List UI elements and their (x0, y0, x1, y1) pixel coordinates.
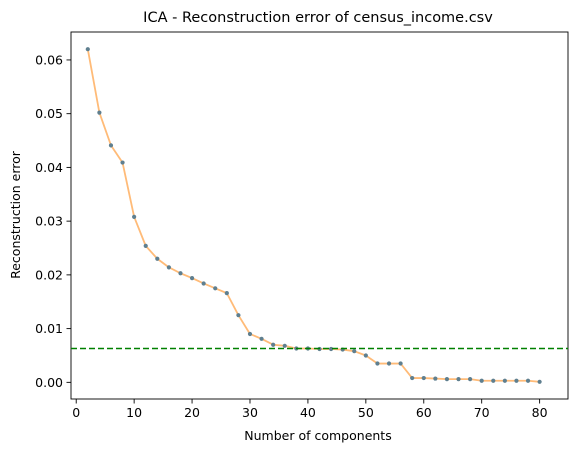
x-tick-label: 50 (358, 405, 374, 420)
y-tick-label: 0.03 (35, 214, 63, 229)
data-point (132, 215, 136, 219)
y-axis-label: Reconstruction error (8, 150, 23, 279)
data-point (283, 344, 287, 348)
data-point (398, 361, 402, 365)
data-point (491, 379, 495, 383)
data-point (375, 361, 379, 365)
data-point (271, 343, 275, 347)
data-point (236, 313, 240, 317)
x-tick-label: 60 (416, 405, 432, 420)
data-point (526, 379, 530, 383)
x-tick-label: 10 (126, 405, 142, 420)
data-point (202, 281, 206, 285)
data-point (109, 143, 113, 147)
data-point (248, 332, 252, 336)
x-axis-label: Number of components (244, 428, 391, 443)
data-point (144, 244, 148, 248)
data-point (352, 349, 356, 353)
data-point (190, 276, 194, 280)
series-line (88, 49, 540, 382)
y-tick-label: 0.06 (35, 52, 63, 67)
x-tick-label: 30 (242, 405, 258, 420)
data-point (387, 361, 391, 365)
data-point (538, 380, 542, 384)
data-point (225, 291, 229, 295)
y-tick-label: 0.00 (35, 375, 63, 390)
x-tick-label: 0 (72, 405, 80, 420)
data-point (514, 379, 518, 383)
data-point (445, 377, 449, 381)
data-point (456, 377, 460, 381)
data-point (155, 257, 159, 261)
chart-title: ICA - Reconstruction error of census_inc… (143, 10, 493, 26)
data-point (503, 379, 507, 383)
data-point (97, 111, 101, 115)
data-point (259, 337, 263, 341)
y-tick-label: 0.05 (35, 106, 63, 121)
data-point (468, 377, 472, 381)
x-tick-label: 80 (532, 405, 548, 420)
x-tick-label: 70 (474, 405, 490, 420)
data-point (120, 160, 124, 164)
data-point (480, 379, 484, 383)
y-tick-label: 0.02 (35, 267, 63, 282)
data-point (410, 376, 414, 380)
data-point (167, 265, 171, 269)
data-point (213, 286, 217, 290)
y-tick-label: 0.04 (35, 160, 63, 175)
x-tick-label: 40 (300, 405, 316, 420)
x-tick-label: 20 (184, 405, 200, 420)
plot-frame (71, 32, 568, 399)
y-tick-label: 0.01 (35, 321, 63, 336)
plot-area: 0 10 20 30 40 50 60 70 80 0.00 0.01 0.02 0.03 0.04 0.0… (35, 32, 568, 420)
data-point (178, 271, 182, 275)
data-point (422, 376, 426, 380)
data-point (364, 353, 368, 357)
data-point (433, 376, 437, 380)
data-point (86, 47, 90, 51)
